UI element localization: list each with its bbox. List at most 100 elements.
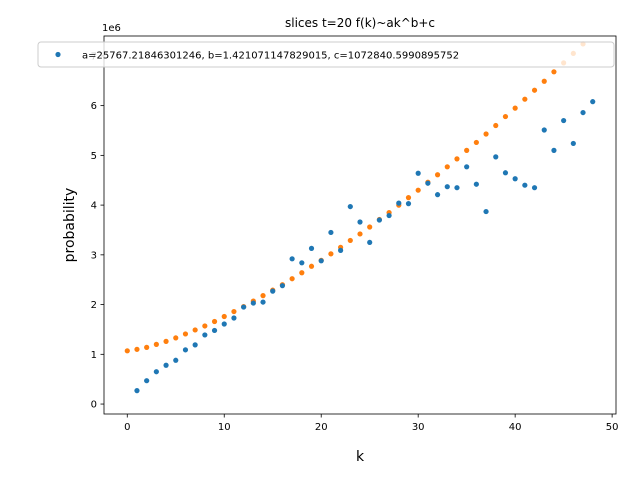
fit-point bbox=[434, 172, 441, 178]
fit-point bbox=[415, 187, 421, 193]
data-point bbox=[328, 229, 334, 236]
fit-point bbox=[347, 237, 353, 244]
y-tick-label: 1 bbox=[91, 350, 97, 361]
data-point bbox=[376, 217, 382, 223]
data-point bbox=[570, 140, 576, 147]
fit-point bbox=[211, 318, 218, 325]
fit-point bbox=[473, 139, 479, 146]
fit-point bbox=[551, 69, 557, 75]
data-point bbox=[289, 256, 295, 262]
y-tick-label: 6 bbox=[91, 101, 97, 112]
x-tick-label: 0 bbox=[124, 422, 130, 433]
fit-point bbox=[163, 338, 169, 344]
data-point bbox=[444, 184, 450, 190]
fit-point bbox=[144, 344, 150, 350]
y-tick-label: 4 bbox=[91, 201, 97, 212]
fit-point bbox=[444, 164, 450, 170]
fit-point bbox=[260, 293, 266, 299]
data-point bbox=[512, 176, 518, 182]
data-point bbox=[561, 117, 567, 124]
data-point bbox=[347, 203, 353, 210]
data-point bbox=[134, 388, 140, 394]
y-tick-label: 3 bbox=[91, 250, 97, 261]
fit-point bbox=[502, 113, 509, 120]
data-point bbox=[502, 170, 509, 176]
fit-point bbox=[153, 341, 159, 347]
fit-point bbox=[328, 251, 334, 257]
data-point bbox=[279, 283, 286, 289]
y-scale-offset-text: 1e6 bbox=[102, 23, 121, 34]
fit-point bbox=[522, 96, 528, 102]
x-tick-label: 30 bbox=[412, 422, 425, 433]
data-point bbox=[590, 99, 596, 105]
fit-point bbox=[367, 224, 373, 230]
data-point bbox=[386, 212, 392, 219]
x-axis-label: k bbox=[356, 449, 365, 465]
data-point bbox=[454, 185, 460, 191]
data-point bbox=[163, 362, 169, 368]
data-point bbox=[493, 154, 499, 160]
data-point bbox=[144, 378, 150, 384]
data-point bbox=[318, 258, 324, 264]
x-tick-label: 20 bbox=[315, 422, 328, 433]
y-axis-label: probability bbox=[62, 188, 78, 263]
fit-point bbox=[454, 156, 460, 162]
legend-label: a=25767.21846301246, b=1.421071147829015… bbox=[82, 51, 459, 62]
fit-point bbox=[357, 231, 363, 237]
data-points bbox=[124, 41, 596, 394]
data-point bbox=[551, 147, 557, 153]
fit-point bbox=[308, 263, 315, 269]
fit-point bbox=[464, 147, 470, 153]
fit-point bbox=[541, 78, 547, 84]
data-point bbox=[173, 357, 179, 363]
chart-title: slices t=20 f(k)~ak^b+c bbox=[285, 16, 435, 30]
fit-point bbox=[483, 131, 489, 137]
data-point bbox=[250, 300, 256, 306]
data-point bbox=[270, 288, 276, 294]
fit-point bbox=[531, 87, 538, 93]
data-point bbox=[241, 304, 247, 310]
x-tick-label: 50 bbox=[606, 422, 619, 433]
data-point bbox=[299, 260, 305, 266]
data-point bbox=[580, 109, 586, 116]
data-point bbox=[464, 164, 470, 170]
data-point bbox=[221, 321, 227, 327]
fit-point bbox=[202, 323, 208, 329]
fit-point bbox=[182, 331, 189, 337]
data-point bbox=[396, 200, 402, 206]
fit-point bbox=[124, 348, 130, 354]
data-point bbox=[425, 180, 431, 186]
data-point bbox=[415, 170, 421, 176]
data-point bbox=[202, 332, 208, 338]
fit-point bbox=[405, 195, 412, 201]
y-tick-label: 0 bbox=[91, 400, 97, 411]
fit-point bbox=[221, 313, 227, 320]
data-point bbox=[483, 208, 489, 215]
data-point bbox=[405, 201, 412, 207]
y-tick-label: 2 bbox=[91, 300, 97, 311]
plot-frame bbox=[103, 35, 617, 415]
legend-box bbox=[37, 41, 615, 68]
fit-point bbox=[493, 122, 499, 129]
x-tick-label: 10 bbox=[218, 422, 231, 433]
data-point bbox=[260, 299, 266, 305]
data-point bbox=[541, 127, 547, 133]
data-point bbox=[338, 247, 344, 253]
legend: a=25767.21846301246, b=1.421071147829015… bbox=[37, 41, 615, 68]
data-point bbox=[182, 347, 189, 353]
data-point bbox=[522, 182, 528, 188]
data-point bbox=[231, 315, 237, 321]
fit-point bbox=[512, 105, 518, 111]
data-point bbox=[367, 239, 373, 246]
data-point bbox=[473, 181, 479, 187]
data-point bbox=[211, 327, 218, 334]
data-point bbox=[357, 219, 363, 225]
data-point bbox=[434, 192, 441, 198]
legend-marker bbox=[55, 51, 61, 58]
fit-point bbox=[231, 308, 237, 315]
x-tick-label: 40 bbox=[509, 422, 522, 433]
data-point bbox=[192, 342, 198, 348]
fit-point bbox=[173, 335, 179, 341]
